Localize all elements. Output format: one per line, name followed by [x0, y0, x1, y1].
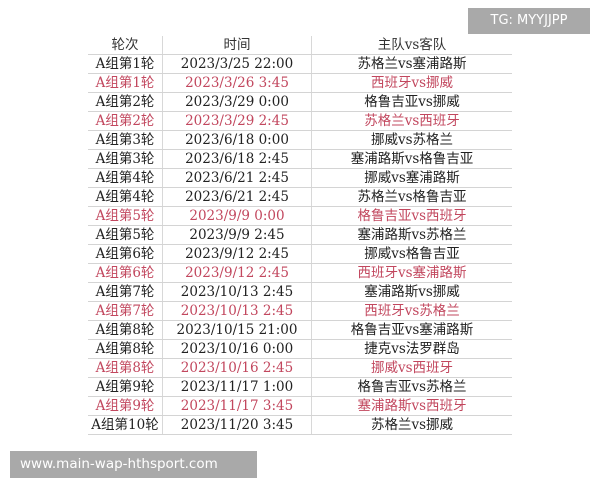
match-cell: 塞浦路斯vs格鲁吉亚 — [311, 149, 512, 169]
tg-badge: TG: MYYJJPP — [468, 8, 590, 34]
round-cell: A组第2轮 — [88, 92, 163, 112]
round-cell: A组第3轮 — [88, 130, 163, 150]
round-cell: A组第10轮 — [88, 415, 163, 435]
time-cell: 2023/11/17 1:00 — [162, 377, 312, 397]
match-cell: 西班牙vs挪威 — [311, 73, 512, 93]
match-cell: 格鲁吉亚vs挪威 — [311, 92, 512, 112]
time-cell: 2023/10/13 2:45 — [162, 301, 312, 321]
table-row: A组第9轮 2023/11/17 1:00 格鲁吉亚vs苏格兰 — [88, 377, 512, 397]
time-cell: 2023/10/15 21:00 — [162, 320, 312, 340]
round-cell: A组第8轮 — [88, 339, 163, 359]
match-cell: 苏格兰vs挪威 — [311, 415, 512, 435]
round-cell: A组第8轮 — [88, 358, 163, 378]
time-cell: 2023/3/25 22:00 — [162, 54, 312, 74]
round-cell: A组第2轮 — [88, 111, 163, 131]
round-cell: A组第7轮 — [88, 301, 163, 321]
round-cell: A组第9轮 — [88, 396, 163, 416]
time-cell: 2023/6/21 2:45 — [162, 168, 312, 188]
watermark-url: www.main-wap-hthsport.com — [10, 451, 257, 478]
time-cell: 2023/9/9 2:45 — [162, 225, 312, 245]
table-row: A组第5轮 2023/9/9 2:45 塞浦路斯vs苏格兰 — [88, 225, 512, 245]
table-row: A组第10轮 2023/11/20 3:45 苏格兰vs挪威 — [88, 415, 512, 435]
time-cell: 2023/10/13 2:45 — [162, 282, 312, 302]
time-cell: 2023/9/9 0:00 — [162, 206, 312, 226]
match-cell: 格鲁吉亚vs苏格兰 — [311, 377, 512, 397]
round-cell: A组第6轮 — [88, 244, 163, 264]
table-row: A组第9轮 2023/11/17 3:45 塞浦路斯vs西班牙 — [88, 396, 512, 416]
header-round: 轮次 — [88, 36, 163, 55]
round-cell: A组第7轮 — [88, 282, 163, 302]
time-cell: 2023/3/26 3:45 — [162, 73, 312, 93]
time-cell: 2023/6/18 0:00 — [162, 130, 312, 150]
time-cell: 2023/9/12 2:45 — [162, 244, 312, 264]
match-cell: 西班牙vs塞浦路斯 — [311, 263, 512, 283]
table-header: 轮次 时间 主队vs客队 — [88, 36, 512, 55]
match-cell: 挪威vs格鲁吉亚 — [311, 244, 512, 264]
table-row: A组第8轮 2023/10/16 2:45 挪威vs西班牙 — [88, 358, 512, 378]
table-row: A组第2轮 2023/3/29 2:45 苏格兰vs西班牙 — [88, 111, 512, 131]
match-cell: 格鲁吉亚vs西班牙 — [311, 206, 512, 226]
table-row: A组第8轮 2023/10/15 21:00 格鲁吉亚vs塞浦路斯 — [88, 320, 512, 340]
match-cell: 苏格兰vs格鲁吉亚 — [311, 187, 512, 207]
header-match: 主队vs客队 — [311, 36, 512, 55]
match-cell: 西班牙vs苏格兰 — [311, 301, 512, 321]
time-cell: 2023/9/12 2:45 — [162, 263, 312, 283]
round-cell: A组第4轮 — [88, 187, 163, 207]
time-cell: 2023/11/17 3:45 — [162, 396, 312, 416]
time-cell: 2023/6/21 2:45 — [162, 187, 312, 207]
time-cell: 2023/10/16 2:45 — [162, 358, 312, 378]
match-cell: 塞浦路斯vs挪威 — [311, 282, 512, 302]
match-cell: 塞浦路斯vs苏格兰 — [311, 225, 512, 245]
time-cell: 2023/6/18 2:45 — [162, 149, 312, 169]
match-cell: 苏格兰vs塞浦路斯 — [311, 54, 512, 74]
table-row: A组第1轮 2023/3/26 3:45 西班牙vs挪威 — [88, 73, 512, 93]
table-row: A组第4轮 2023/6/21 2:45 苏格兰vs格鲁吉亚 — [88, 187, 512, 207]
match-cell: 捷克vs法罗群岛 — [311, 339, 512, 359]
round-cell: A组第8轮 — [88, 320, 163, 340]
table-row: A组第1轮 2023/3/25 22:00 苏格兰vs塞浦路斯 — [88, 54, 512, 74]
time-cell: 2023/3/29 2:45 — [162, 111, 312, 131]
match-cell: 挪威vs塞浦路斯 — [311, 168, 512, 188]
table-row: A组第5轮 2023/9/9 0:00 格鲁吉亚vs西班牙 — [88, 206, 512, 226]
round-cell: A组第1轮 — [88, 73, 163, 93]
table-row: A组第6轮 2023/9/12 2:45 挪威vs格鲁吉亚 — [88, 244, 512, 264]
table-row: A组第7轮 2023/10/13 2:45 西班牙vs苏格兰 — [88, 301, 512, 321]
header-time: 时间 — [162, 36, 312, 55]
table-row: A组第6轮 2023/9/12 2:45 西班牙vs塞浦路斯 — [88, 263, 512, 283]
round-cell: A组第5轮 — [88, 225, 163, 245]
round-cell: A组第1轮 — [88, 54, 163, 74]
match-cell: 苏格兰vs西班牙 — [311, 111, 512, 131]
table-row: A组第2轮 2023/3/29 0:00 格鲁吉亚vs挪威 — [88, 92, 512, 112]
match-cell: 格鲁吉亚vs塞浦路斯 — [311, 320, 512, 340]
table-row: A组第4轮 2023/6/21 2:45 挪威vs塞浦路斯 — [88, 168, 512, 188]
table-row: A组第8轮 2023/10/16 0:00 捷克vs法罗群岛 — [88, 339, 512, 359]
round-cell: A组第6轮 — [88, 263, 163, 283]
time-cell: 2023/3/29 0:00 — [162, 92, 312, 112]
schedule-table: 轮次 时间 主队vs客队 A组第1轮 2023/3/25 22:00 苏格兰vs塞浦… — [88, 36, 512, 435]
round-cell: A组第5轮 — [88, 206, 163, 226]
time-cell: 2023/11/20 3:45 — [162, 415, 312, 435]
time-cell: 2023/10/16 0:00 — [162, 339, 312, 359]
round-cell: A组第9轮 — [88, 377, 163, 397]
table-row: A组第7轮 2023/10/13 2:45 塞浦路斯vs挪威 — [88, 282, 512, 302]
match-cell: 塞浦路斯vs西班牙 — [311, 396, 512, 416]
round-cell: A组第3轮 — [88, 149, 163, 169]
match-cell: 挪威vs苏格兰 — [311, 130, 512, 150]
round-cell: A组第4轮 — [88, 168, 163, 188]
table-row: A组第3轮 2023/6/18 0:00 挪威vs苏格兰 — [88, 130, 512, 150]
table-row: A组第3轮 2023/6/18 2:45 塞浦路斯vs格鲁吉亚 — [88, 149, 512, 169]
match-cell: 挪威vs西班牙 — [311, 358, 512, 378]
